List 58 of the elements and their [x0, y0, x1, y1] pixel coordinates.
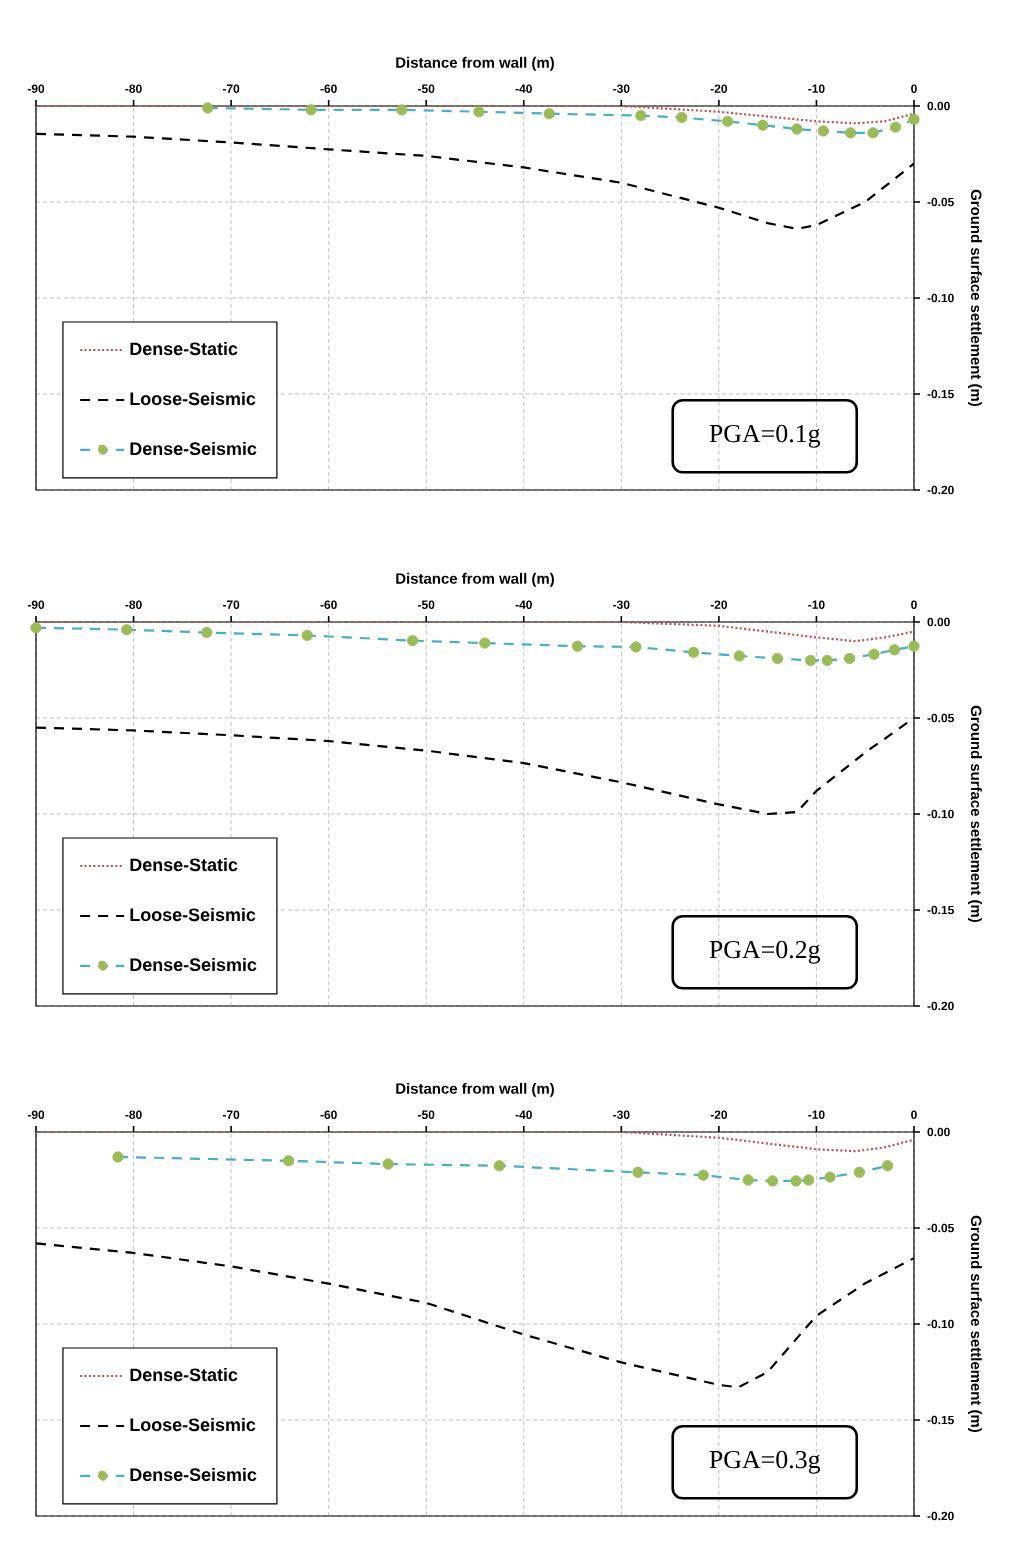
point: [305, 104, 317, 116]
point: [868, 648, 880, 660]
legend-label: Dense-Seismic: [130, 1467, 257, 1482]
annotation: PGA=0.1g: [709, 424, 821, 448]
point: [803, 1174, 815, 1186]
point: [882, 1160, 894, 1172]
point: [112, 1151, 124, 1163]
legend-label: Loose-Seismic: [130, 391, 256, 406]
point: [844, 127, 857, 139]
point: [543, 108, 555, 120]
point: [844, 652, 856, 665]
point: [722, 115, 734, 127]
legend-label: Dense-Seismic: [130, 441, 257, 456]
point: [867, 127, 879, 139]
point: [202, 102, 214, 114]
point: [771, 652, 784, 665]
point: [889, 121, 902, 133]
annotation: PGA=0.2g: [709, 940, 821, 964]
legend-label: Dense-Seismic: [130, 957, 257, 972]
point: [853, 1166, 865, 1178]
point: [406, 635, 419, 647]
point: [630, 641, 642, 653]
point: [382, 1158, 394, 1170]
point: [493, 1160, 505, 1172]
point: [479, 637, 491, 649]
point: [757, 119, 769, 131]
legend-label: Dense-Static: [130, 857, 238, 872]
legend-label: Loose-Seismic: [130, 1417, 256, 1432]
point: [571, 640, 584, 652]
point: [687, 646, 700, 658]
point: [473, 106, 485, 118]
point: [396, 104, 408, 116]
point: [676, 111, 688, 124]
point: [791, 123, 803, 135]
point: [817, 125, 829, 137]
point: [635, 109, 647, 122]
point: [632, 1166, 644, 1178]
point: [301, 629, 313, 642]
legend-label: Loose-Seismic: [130, 907, 256, 922]
point: [888, 644, 901, 656]
line-series: [36, 1131, 914, 1153]
point: [201, 626, 213, 639]
legend-label: Dense-Static: [130, 341, 238, 356]
point: [697, 1169, 709, 1181]
point: [824, 1171, 836, 1183]
point: [30, 622, 42, 634]
legend-label: Dense-Static: [130, 1368, 238, 1382]
point: [766, 1175, 779, 1187]
point: [742, 1174, 754, 1186]
point: [804, 654, 817, 666]
point: [908, 113, 920, 126]
point: [908, 640, 920, 652]
point: [790, 1175, 802, 1187]
point: [733, 650, 745, 662]
point: [283, 1155, 295, 1167]
annotation: PGA=0.3g: [709, 1450, 821, 1474]
point: [121, 624, 133, 636]
point: [821, 654, 833, 666]
